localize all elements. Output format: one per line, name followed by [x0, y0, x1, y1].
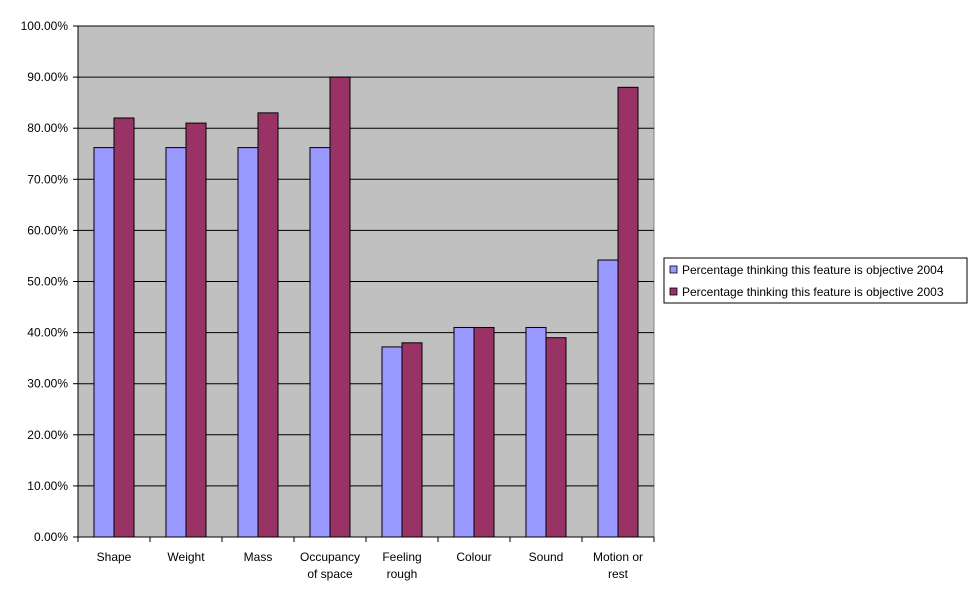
bar-2003 [473, 326, 495, 538]
x-tick-label: Shape [97, 550, 132, 564]
y-tick-label: 50.00% [27, 275, 68, 289]
bar-2004 [93, 147, 115, 538]
bar-2004 [597, 259, 619, 538]
bar-2004 [165, 147, 187, 538]
bar-2003 [113, 117, 135, 538]
bar-2003 [257, 112, 279, 538]
bar-2004 [453, 326, 475, 538]
x-tick-label: Weight [167, 550, 205, 564]
bar-2003 [545, 337, 567, 538]
legend-swatch-2003 [669, 287, 678, 296]
bar-2004 [381, 346, 403, 538]
bar-2003 [185, 122, 207, 538]
legend: Percentage thinking this feature is obje… [663, 257, 968, 304]
tick-labels: 0.00% 10.00% 20.00% 30.00% 40.00% 50.00% 60.00… [21, 19, 643, 581]
legend-box [663, 257, 968, 304]
y-tick-label: 60.00% [27, 223, 68, 237]
bar-2004 [525, 326, 547, 538]
y-tick-label: 100.00% [21, 19, 69, 33]
y-tick-label: 70.00% [27, 172, 68, 186]
y-tick-label: 10.00% [27, 479, 68, 493]
bar-2003 [329, 76, 351, 538]
y-tick-label: 90.00% [27, 70, 68, 84]
bars [93, 76, 639, 538]
bar-2004 [237, 147, 259, 538]
axes [73, 25, 655, 542]
x-tick-label: Feeling rough [382, 550, 421, 581]
legend-label-2004: Percentage thinking this feature is obje… [682, 263, 944, 277]
y-tick-label: 40.00% [27, 326, 68, 340]
y-tick-label: 30.00% [27, 377, 68, 391]
bar-2003 [401, 342, 423, 538]
x-tick-label: Sound [529, 550, 564, 564]
x-tick-label: Mass [244, 550, 273, 564]
y-tick-label: 0.00% [34, 530, 68, 544]
bar-2004 [309, 147, 331, 538]
x-tick-label: Occupancy of space [300, 550, 360, 581]
y-tick-label: 20.00% [27, 428, 68, 442]
x-tick-label: Colour [456, 550, 491, 564]
legend-label-2003: Percentage thinking this feature is obje… [682, 285, 944, 299]
y-tick-label: 80.00% [27, 121, 68, 135]
x-tick-label: Motion or rest [593, 550, 643, 581]
bar-2003 [617, 86, 639, 538]
legend-swatch-2004 [669, 265, 678, 274]
